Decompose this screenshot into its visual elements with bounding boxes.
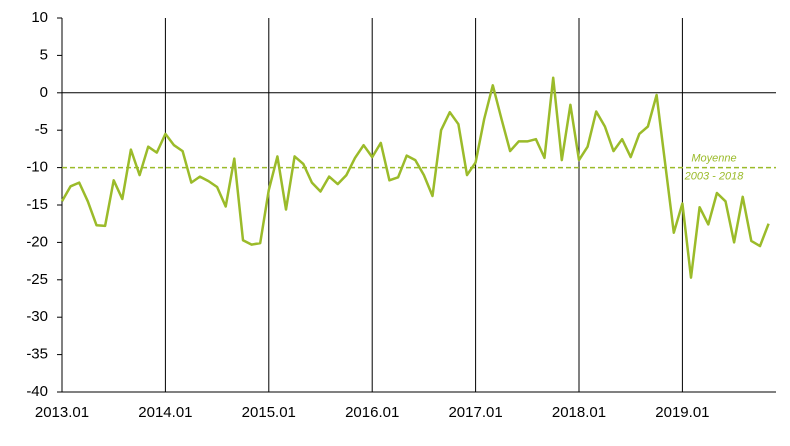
- y-tick-label: 5: [40, 46, 48, 63]
- y-tick-label: -25: [26, 271, 48, 288]
- x-tick-label: 2014.01: [138, 404, 192, 421]
- x-tick-label: 2015.01: [242, 404, 296, 421]
- reference-label: Moyenne: [691, 153, 736, 165]
- y-tick-label: -40: [26, 383, 48, 400]
- series-line: [60, 76, 770, 279]
- x-tick-label: 2017.01: [448, 404, 502, 421]
- reference-label: 2003 - 2018: [684, 171, 745, 183]
- x-tick-label: 2013.01: [35, 404, 89, 421]
- x-tick-label: 2018.01: [552, 404, 606, 421]
- y-tick-label: 10: [31, 9, 48, 26]
- y-tick-label: 0: [40, 84, 48, 101]
- x-tick-label: 2019.01: [655, 404, 709, 421]
- y-tick-label: -5: [35, 121, 48, 138]
- y-tick-label: -20: [26, 233, 48, 250]
- y-tick-label: -35: [26, 346, 48, 363]
- y-tick-label: -15: [26, 196, 48, 213]
- y-tick-label: -10: [26, 159, 48, 176]
- x-tick-label: 2016.01: [345, 404, 399, 421]
- y-tick-label: -30: [26, 308, 48, 325]
